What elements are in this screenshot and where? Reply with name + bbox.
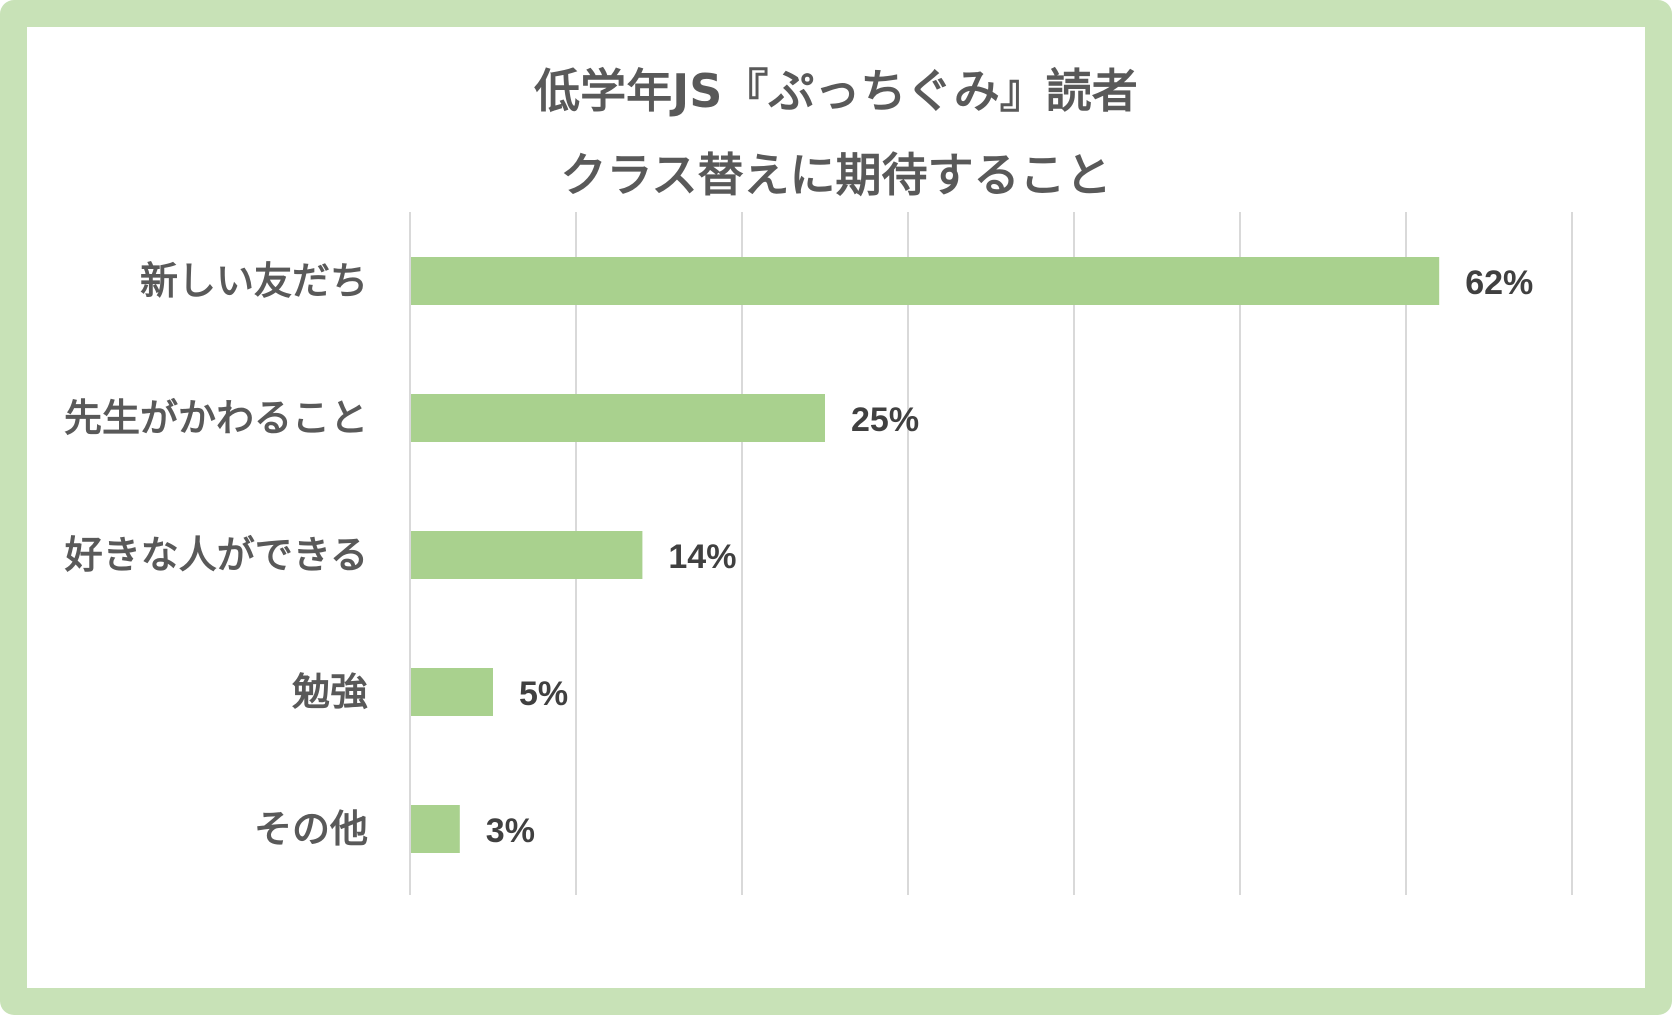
bar-2 [411,531,643,579]
category-label-2: 好きな人ができる [64,533,368,577]
bar-1 [411,394,825,442]
category-label-1: 先生がかわること [64,396,368,440]
value-label-2: 14% [668,538,736,576]
value-label-1: 25% [851,401,919,439]
bar-4 [411,805,460,853]
chart-title-line-1: 低学年JS『ぷっちぐみ』読者 [534,64,1138,118]
chart-title-line-2: クラス替えに期待すること [560,148,1112,202]
category-label-4: その他 [254,807,368,851]
value-label-3: 5% [519,675,568,713]
value-label-0: 62% [1465,264,1533,302]
category-label-3: 勉強 [291,670,368,714]
bar-3 [411,668,493,716]
category-label-0: 新しい友だち [140,259,368,303]
bar-0 [411,257,1440,305]
value-label-4: 3% [486,812,535,850]
